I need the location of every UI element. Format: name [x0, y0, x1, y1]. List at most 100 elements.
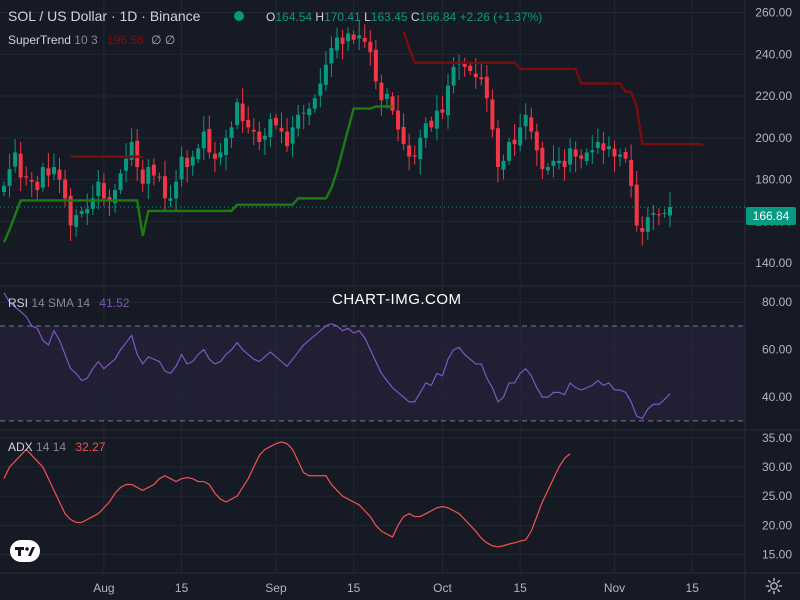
candle-body: [612, 148, 617, 157]
settings-gear-icon[interactable]: [765, 577, 783, 595]
adx-tick-label: 20.00: [762, 518, 792, 532]
visibility-icons[interactable]: ∅ ∅: [151, 33, 176, 47]
candle-body: [35, 181, 40, 191]
candle-body: [13, 152, 18, 167]
rsi-band-fill: [0, 325, 745, 421]
x-tick-label: Sep: [265, 581, 287, 595]
candle-body: [335, 37, 339, 51]
candle-body: [146, 167, 151, 184]
candle-body: [384, 93, 389, 99]
candle-body: [629, 159, 634, 186]
candle-body: [285, 131, 290, 147]
candle-body: [290, 127, 295, 144]
candle-body: [113, 190, 117, 203]
candle-body: [557, 160, 561, 164]
candle-body: [579, 155, 584, 159]
adx-line: [3, 441, 571, 548]
adx-name: ADX: [8, 440, 33, 454]
candle-body: [440, 109, 445, 113]
candle-body: [490, 99, 495, 130]
candle-body: [362, 38, 367, 42]
x-tick-label: 15: [175, 581, 189, 595]
candle-body: [262, 135, 267, 140]
x-tick-label: 15: [686, 581, 700, 595]
candle-body: [329, 48, 334, 64]
candle-body: [357, 35, 362, 39]
candle-body: [201, 131, 206, 149]
candle-body: [312, 98, 317, 109]
candle-body: [473, 73, 478, 78]
candle-body: [268, 119, 273, 137]
supertrend-value: 196.58: [106, 33, 144, 47]
candle-body: [185, 157, 190, 168]
candle-body: [446, 85, 450, 116]
rsi-value: 41.52: [99, 296, 130, 310]
ohlc-readout: O164.54 H170.41 L163.45 C166.84 +2.26 (+…: [266, 10, 542, 24]
candle-body: [140, 169, 145, 184]
candle-body: [157, 176, 162, 178]
candle-body: [601, 143, 606, 151]
last-price-label: 166.84: [746, 207, 796, 225]
price-tick-label: 220.00: [755, 89, 792, 103]
candle-body: [196, 148, 201, 160]
candle-body: [29, 180, 34, 182]
open-label: O: [266, 10, 276, 24]
candle-body: [451, 66, 456, 86]
x-tick-label: Nov: [604, 581, 625, 595]
candle-body: [523, 114, 528, 127]
adx-params: 14 14: [36, 440, 67, 454]
market-status-icon: [234, 11, 244, 21]
supertrend-name: SuperTrend: [8, 33, 71, 47]
candle-body: [423, 123, 428, 138]
candle-body: [101, 182, 106, 199]
adx-pane[interactable]: [3, 441, 571, 548]
price-pane[interactable]: [0, 20, 745, 246]
candle-body: [118, 173, 123, 191]
price-tick-label: 180.00: [755, 173, 792, 187]
candle-body: [301, 112, 306, 114]
axes: Aug 15 Sep 15 Oct 15 Nov 15 260.00 240.00 220.00 20…: [93, 6, 792, 595]
supertrend-legend[interactable]: SuperTrend 10 3 196.58 ∅ ∅: [8, 33, 175, 47]
supertrend-up-line: [2, 199, 144, 243]
candle-body: [468, 65, 473, 71]
candle-body: [346, 33, 351, 42]
candle-body: [495, 128, 500, 168]
candle-body: [340, 37, 345, 44]
rsi-legend[interactable]: RSI 14 SMA 14 41.52: [8, 296, 129, 310]
candle-body: [224, 137, 228, 155]
candle-body: [379, 82, 384, 101]
candle-body: [229, 127, 234, 138]
candle-body: [412, 155, 417, 157]
candle-body: [212, 153, 217, 159]
candle-body: [251, 129, 256, 132]
candle-body: [634, 184, 639, 226]
candle-body: [540, 147, 545, 170]
candle-body: [501, 160, 506, 170]
candle-body: [651, 213, 656, 215]
candle-body: [662, 213, 667, 214]
candle-body: [168, 198, 173, 201]
candle-body: [307, 108, 312, 116]
candle-body: [46, 168, 51, 176]
candle-body: [68, 195, 73, 226]
candle-body: [390, 96, 395, 111]
symbol-title[interactable]: SOL / US Dollar · 1D · Binance: [8, 8, 201, 24]
x-tick-label: 15: [513, 581, 527, 595]
candle-body: [407, 145, 412, 157]
candle-body: [151, 164, 156, 176]
adx-tick-label: 35.00: [762, 431, 792, 445]
candle-body: [645, 217, 650, 232]
candle-body: [512, 139, 517, 145]
candle-body: [429, 120, 434, 128]
adx-legend[interactable]: ADX 14 14 32.27: [8, 440, 105, 454]
rsi-pane[interactable]: [0, 292, 745, 422]
candle-body: [24, 176, 29, 178]
candle-body: [595, 142, 600, 148]
candle-body: [323, 64, 328, 85]
rsi-params: 14 SMA 14: [31, 296, 91, 310]
tradingview-logo-icon[interactable]: [10, 540, 40, 562]
candle-body: [240, 103, 245, 122]
candle-body: [518, 127, 523, 146]
candle-body: [218, 152, 223, 158]
